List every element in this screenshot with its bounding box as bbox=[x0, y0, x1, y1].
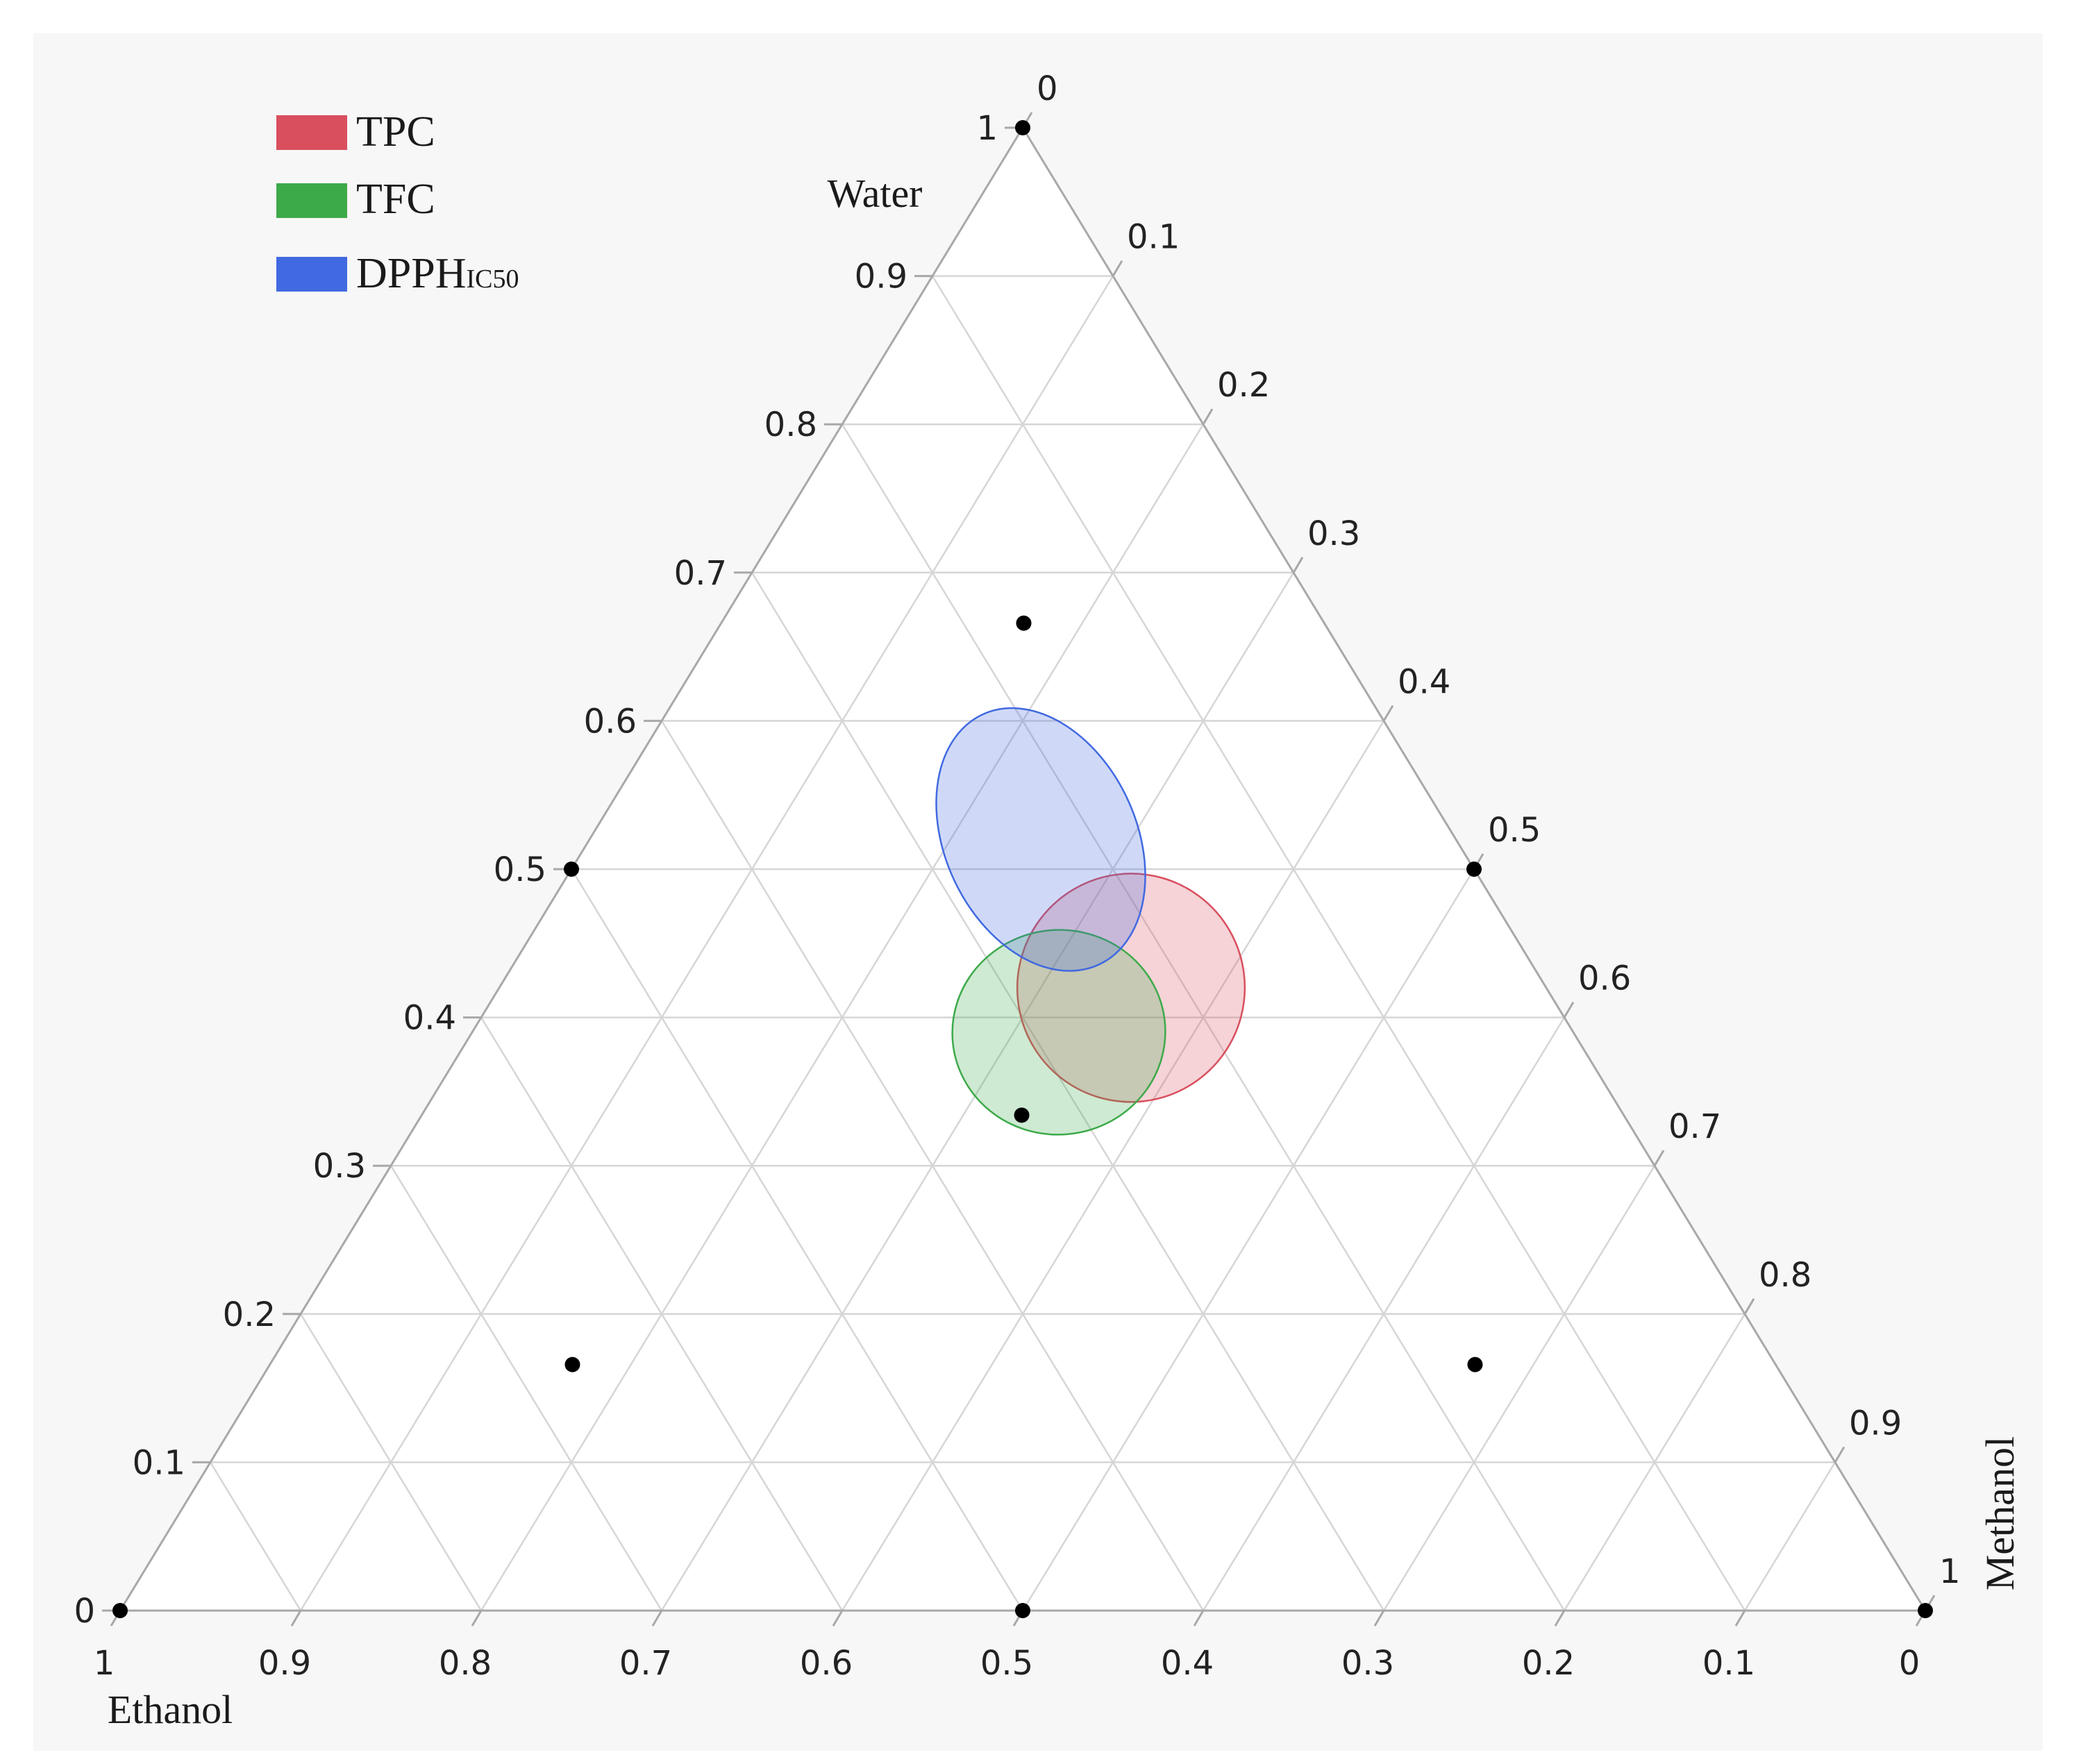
legend-label-dpph: DPPHIC50 bbox=[356, 250, 519, 297]
gridline-methanol bbox=[660, 572, 1295, 1611]
legend-label-dpph-sub: IC50 bbox=[467, 264, 519, 294]
tick-methanol bbox=[1112, 260, 1123, 277]
legend-swatch-dpph bbox=[276, 257, 347, 292]
design-point-6 bbox=[1015, 1603, 1030, 1618]
tick-label-water: 1 bbox=[976, 109, 998, 148]
tick-label-water: 0.8 bbox=[764, 405, 817, 444]
tick-label-ethanol: 0.7 bbox=[619, 1644, 672, 1683]
gridline-methanol bbox=[1021, 868, 1475, 1611]
region-dpphic50 bbox=[935, 707, 1146, 972]
design-point-3 bbox=[1918, 1603, 1933, 1618]
tick-methanol bbox=[1743, 1298, 1755, 1315]
tick-methanol bbox=[1834, 1446, 1845, 1463]
design-point-4 bbox=[564, 862, 579, 877]
legend-swatch-tpc bbox=[276, 115, 347, 150]
tick-layer: 0 0 0 0.1 0.1 0.1 0.2 0.2 0.2 0.3 0.3 0.3 0.4 0.4 0.4 0… bbox=[74, 69, 1960, 1683]
tick-label-methanol: 0.8 bbox=[1759, 1256, 1811, 1295]
tick-label-ethanol: 0.2 bbox=[1522, 1644, 1575, 1683]
tick-label-water: 0.2 bbox=[223, 1295, 276, 1334]
tick-ethanol bbox=[290, 1610, 302, 1627]
design-point-9 bbox=[1467, 1356, 1483, 1372]
gridline-ethanol bbox=[390, 1165, 663, 1611]
tick-label-water: 0.5 bbox=[494, 850, 546, 889]
gridline-ethanol bbox=[299, 1313, 483, 1611]
gridline-methanol bbox=[1563, 1313, 1746, 1611]
legend: TPC TFC DPPHIC50 bbox=[276, 108, 519, 297]
design-point-7 bbox=[1016, 615, 1032, 631]
tick-methanol bbox=[1292, 557, 1304, 573]
gridline-ethanol bbox=[209, 1461, 302, 1611]
design-point-10 bbox=[1014, 1107, 1030, 1123]
gridline-methanol bbox=[299, 275, 1114, 1611]
tick-label-methanol: 0.2 bbox=[1217, 366, 1270, 405]
tick-ethanol bbox=[1554, 1610, 1566, 1627]
legend-swatch-tfc bbox=[276, 183, 347, 218]
methanol-axis-title: Methanol bbox=[1977, 1436, 2023, 1590]
gridline-ethanol bbox=[751, 572, 1385, 1611]
tick-label-methanol: 0.6 bbox=[1578, 959, 1631, 998]
tick-label-methanol: 1 bbox=[1939, 1552, 1961, 1591]
legend-label-tfc: TFC bbox=[356, 176, 435, 223]
gridline-methanol bbox=[1382, 1165, 1656, 1611]
tick-ethanol bbox=[471, 1610, 483, 1627]
tick-label-water: 0.6 bbox=[584, 702, 637, 741]
gridline-methanol bbox=[1743, 1461, 1836, 1611]
design-point-1 bbox=[1015, 120, 1030, 135]
tick-label-methanol: 0.3 bbox=[1307, 514, 1360, 553]
tick-label-ethanol: 0 bbox=[1899, 1644, 1920, 1683]
tick-label-water: 0.3 bbox=[313, 1147, 366, 1186]
tick-label-ethanol: 0.4 bbox=[1161, 1644, 1214, 1683]
design-point-5 bbox=[1466, 862, 1482, 877]
tick-label-water: 0.4 bbox=[403, 999, 456, 1038]
ethanol-axis-title: Ethanol bbox=[108, 1687, 233, 1732]
design-points bbox=[112, 120, 1933, 1618]
tick-label-methanol: 0.5 bbox=[1488, 811, 1541, 850]
tick-label-ethanol: 0.1 bbox=[1702, 1644, 1755, 1683]
tick-methanol bbox=[1563, 1001, 1575, 1018]
tick-methanol bbox=[1382, 705, 1394, 722]
tick-label-ethanol: 1 bbox=[94, 1644, 115, 1683]
legend-label-tpc: TPC bbox=[356, 108, 435, 156]
tick-label-water: 0.9 bbox=[855, 258, 907, 296]
tick-label-ethanol: 0.3 bbox=[1341, 1644, 1394, 1683]
tick-label-methanol: 0.1 bbox=[1127, 218, 1180, 257]
tick-label-water: 0.1 bbox=[133, 1443, 185, 1482]
tick-label-methanol: 0 bbox=[1037, 69, 1058, 108]
tick-ethanol bbox=[651, 1610, 663, 1627]
tick-label-water: 0 bbox=[74, 1592, 95, 1631]
design-point-8 bbox=[564, 1356, 580, 1372]
region-tfc bbox=[951, 929, 1166, 1136]
tick-ethanol bbox=[1193, 1610, 1205, 1627]
gridlines bbox=[209, 275, 1836, 1611]
tick-label-methanol: 0.4 bbox=[1398, 662, 1450, 701]
tick-label-methanol: 0.7 bbox=[1668, 1107, 1721, 1146]
tick-label-ethanol: 0.8 bbox=[439, 1644, 492, 1683]
design-point-2 bbox=[112, 1603, 128, 1618]
tick-label-ethanol: 0.6 bbox=[800, 1644, 853, 1683]
tick-ethanol bbox=[1734, 1610, 1746, 1627]
regions bbox=[935, 707, 1246, 1136]
legend-label-dpph-main: DPPH bbox=[356, 250, 467, 297]
tick-methanol bbox=[1653, 1150, 1665, 1166]
tick-label-ethanol: 0.5 bbox=[980, 1644, 1033, 1683]
gridline-ethanol bbox=[570, 868, 1024, 1611]
tick-label-ethanol: 0.9 bbox=[258, 1644, 311, 1683]
gridline-ethanol bbox=[480, 1016, 844, 1611]
gridline-ethanol bbox=[931, 275, 1746, 1611]
tick-label-water: 0.7 bbox=[674, 554, 727, 593]
tick-methanol bbox=[1202, 408, 1214, 425]
tick-ethanol bbox=[832, 1610, 844, 1627]
gridline-methanol bbox=[1202, 1016, 1566, 1611]
tick-ethanol bbox=[1373, 1610, 1385, 1627]
water-axis-title: Water bbox=[827, 171, 922, 216]
tick-label-methanol: 0.9 bbox=[1849, 1404, 1902, 1443]
